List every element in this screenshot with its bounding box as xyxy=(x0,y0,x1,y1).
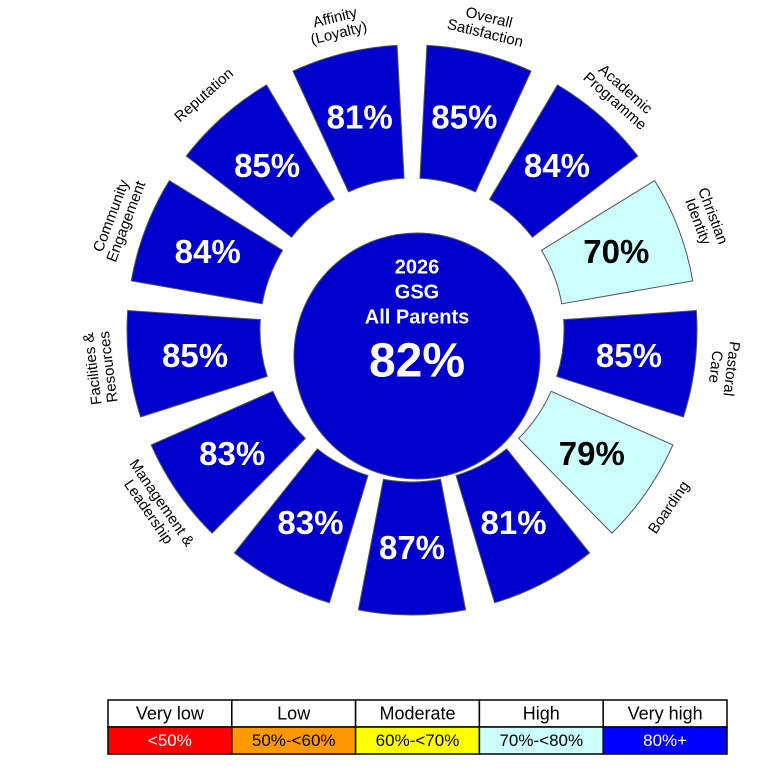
value-label: 83% xyxy=(199,435,265,472)
value-label: 85% xyxy=(162,337,228,374)
legend-range: 80%+ xyxy=(643,731,687,750)
segment xyxy=(150,390,307,534)
value-label: 83% xyxy=(277,504,343,541)
value-label: 79% xyxy=(559,435,625,472)
legend-range: <50% xyxy=(148,731,192,750)
legend-swatch xyxy=(478,726,604,755)
value-label: 81% xyxy=(481,504,547,541)
center-title: GSG xyxy=(395,281,439,303)
legend-swatch xyxy=(602,726,728,755)
category-line: Boarding xyxy=(645,478,693,537)
legend-range: 50%-<60% xyxy=(252,731,336,750)
segment xyxy=(130,179,284,305)
center-title: All Parents xyxy=(365,306,469,328)
category-label: Boarding xyxy=(645,478,693,537)
segment xyxy=(540,179,694,305)
segment xyxy=(455,448,591,604)
segment xyxy=(126,309,268,418)
legend-name: Moderate xyxy=(379,703,455,723)
legend-name: Low xyxy=(277,703,311,723)
legend-range: 60%-<70% xyxy=(376,731,460,750)
legend-range: 70%-<80% xyxy=(499,731,583,750)
legend-name: Very low xyxy=(136,703,205,723)
value-label: 85% xyxy=(596,337,662,374)
center-title: 2026 xyxy=(395,256,440,278)
category-label: Facilities &Resources xyxy=(80,330,121,406)
value-label: 70% xyxy=(583,233,649,270)
segment xyxy=(185,84,336,238)
category-label: Affinity(Loyalty) xyxy=(309,4,369,48)
legend-name: High xyxy=(523,703,560,723)
legend-name-cell xyxy=(602,699,728,728)
value-label: 85% xyxy=(234,147,300,184)
segment xyxy=(357,478,467,616)
value-label: 87% xyxy=(379,529,445,566)
legend-name-cell xyxy=(107,699,233,728)
segment xyxy=(556,309,698,418)
value-label: 85% xyxy=(431,99,497,136)
segment xyxy=(419,44,532,193)
segment xyxy=(488,84,639,238)
legend-name: Very high xyxy=(628,703,703,723)
value-label: 84% xyxy=(524,147,590,184)
category-line: Care xyxy=(705,350,726,384)
category-line: Pastoral xyxy=(719,340,743,397)
legend-swatch xyxy=(107,726,233,755)
value-label: 84% xyxy=(175,233,241,270)
segment xyxy=(292,44,405,193)
segment xyxy=(517,390,674,534)
legend-swatch xyxy=(354,726,481,755)
center-circle xyxy=(293,232,541,480)
center-value: 82% xyxy=(369,335,465,388)
value-label: 81% xyxy=(327,99,393,136)
segment xyxy=(233,448,369,604)
